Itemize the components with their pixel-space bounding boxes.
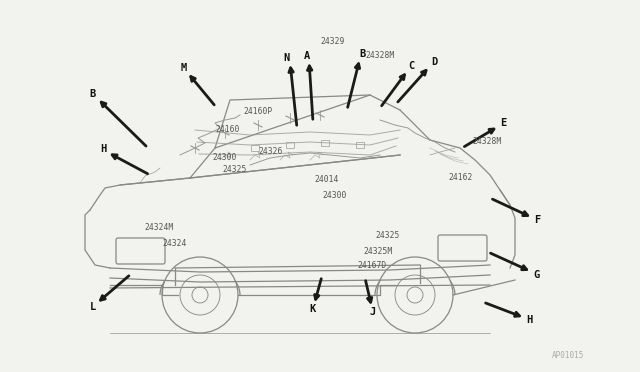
- Text: 24300: 24300: [322, 192, 346, 201]
- Text: D: D: [431, 57, 437, 67]
- Text: N: N: [284, 53, 290, 63]
- Text: 24014: 24014: [314, 176, 339, 185]
- Text: AP01015: AP01015: [552, 350, 584, 359]
- Circle shape: [377, 257, 453, 333]
- Text: B: B: [90, 89, 96, 99]
- Text: 24325: 24325: [375, 231, 399, 241]
- Text: 24160P: 24160P: [243, 108, 272, 116]
- Text: H: H: [526, 315, 532, 325]
- FancyBboxPatch shape: [438, 235, 487, 261]
- Text: 24167D: 24167D: [357, 262, 387, 270]
- FancyBboxPatch shape: [116, 238, 165, 264]
- Circle shape: [180, 275, 220, 315]
- Text: 24162: 24162: [448, 173, 472, 183]
- Text: K: K: [310, 304, 316, 314]
- Bar: [321, 140, 329, 146]
- Circle shape: [407, 287, 423, 303]
- Text: 24160: 24160: [215, 125, 239, 135]
- Bar: [286, 142, 294, 148]
- Text: G: G: [534, 270, 540, 280]
- Text: 24324: 24324: [162, 240, 186, 248]
- Text: F: F: [534, 215, 540, 225]
- Text: 24325: 24325: [222, 166, 246, 174]
- Text: A: A: [304, 51, 310, 61]
- Text: E: E: [500, 118, 506, 128]
- Text: 24328M: 24328M: [365, 51, 394, 60]
- Text: M: M: [181, 63, 187, 73]
- Text: 24325M: 24325M: [363, 247, 392, 257]
- Text: H: H: [100, 144, 106, 154]
- Text: B: B: [359, 49, 365, 59]
- Text: 24324M: 24324M: [144, 224, 173, 232]
- Circle shape: [192, 287, 208, 303]
- Text: J: J: [370, 307, 376, 317]
- Circle shape: [395, 275, 435, 315]
- Circle shape: [162, 257, 238, 333]
- Bar: [356, 142, 364, 148]
- Bar: [251, 145, 259, 151]
- Text: 24329: 24329: [320, 38, 344, 46]
- Text: 24300: 24300: [212, 153, 236, 161]
- Text: C: C: [408, 61, 414, 71]
- Text: 24328M: 24328M: [472, 138, 501, 147]
- Text: 24326: 24326: [258, 148, 282, 157]
- Text: L: L: [90, 302, 96, 312]
